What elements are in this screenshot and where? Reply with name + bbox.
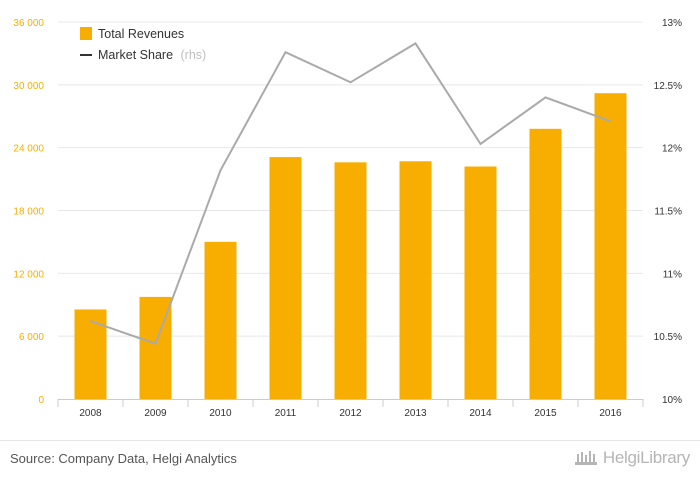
market-share-point-2015 — [544, 96, 547, 99]
market-share-point-2009 — [154, 342, 157, 345]
x-tick-label-2014: 2014 — [469, 408, 492, 419]
logo-text-library: Library — [640, 448, 690, 467]
left-tick-label-4: 24 000 — [13, 144, 44, 155]
bar-2013[interactable] — [399, 161, 432, 399]
legend-label-market-share-name: Market Share — [98, 48, 173, 62]
right-tick-label-1: 10.5% — [654, 332, 682, 343]
x-tick-label-2011: 2011 — [275, 408, 297, 419]
x-tick-label-2012: 2012 — [339, 408, 362, 419]
bar-2011[interactable] — [269, 157, 302, 399]
bar-2012[interactable] — [334, 162, 367, 399]
market-share-point-2012 — [349, 81, 352, 84]
left-tick-label-3: 18 000 — [13, 207, 44, 218]
legend-label-total-revenues[interactable]: Total Revenues — [98, 27, 184, 41]
logo-text-helgi: Helgi — [602, 448, 641, 467]
market-share-point-2013 — [414, 42, 417, 45]
x-tick-label-2013: 2013 — [404, 408, 427, 419]
bar-2015[interactable] — [529, 128, 562, 400]
left-tick-label-5: 30 000 — [13, 81, 44, 92]
left-tick-label-0: 0 — [38, 395, 44, 406]
left-tick-label-6: 36 000 — [13, 18, 44, 29]
helgi-library-logo-icon — [574, 451, 597, 465]
x-tick-label-2009: 2009 — [144, 408, 167, 419]
helgi-library-logo[interactable]: HelgiLibrary — [573, 448, 690, 468]
right-tick-label-3: 11.5% — [654, 207, 682, 218]
left-tick-label-1: 6 000 — [19, 332, 44, 343]
right-tick-label-2: 11% — [663, 269, 682, 280]
legend: Total Revenues Market Share (rhs) — [80, 27, 206, 62]
right-tick-label-5: 12.5% — [654, 81, 682, 92]
bar-2008[interactable] — [74, 309, 107, 399]
bar-series — [74, 93, 627, 400]
line-series — [89, 42, 612, 345]
bar-2016[interactable] — [594, 93, 627, 399]
right-tick-label-0: 10% — [662, 395, 682, 406]
left-tick-label-2: 12 000 — [13, 269, 44, 280]
bar-2010[interactable] — [204, 241, 237, 399]
market-share-point-2014 — [479, 143, 482, 145]
chart: 0 6 000 12 000 18 000 24 000 30 000 36 000 10%… — [13, 18, 682, 419]
right-tick-label-4: 12% — [662, 144, 682, 155]
right-axis: 10% 10.5% 11% 11.5% 12% 12.5% 13% — [654, 18, 682, 406]
x-tick-label-2015: 2015 — [534, 408, 557, 419]
logo-text: HelgiLibrary — [603, 448, 690, 468]
market-share-point-2010 — [219, 169, 222, 172]
x-tick-label-2008: 2008 — [79, 408, 102, 419]
left-axis: 0 6 000 12 000 18 000 24 000 30 000 36 000 — [13, 18, 44, 406]
market-share-point-2011 — [284, 51, 287, 53]
legend-swatch-total-revenues — [80, 27, 92, 40]
right-tick-label-6: 13% — [662, 18, 682, 29]
bar-2014[interactable] — [464, 166, 497, 399]
market-share-point-2016 — [609, 120, 612, 123]
x-tick-label-2010: 2010 — [209, 408, 232, 419]
source-note: Source: Company Data, Helgi Analytics — [10, 451, 237, 466]
x-tick-label-2016: 2016 — [599, 408, 622, 419]
x-axis: 2008 2009 2010 2011 2012 2013 2014 2015 2016 — [57, 399, 644, 419]
legend-label-market-share-suffix: (rhs) — [181, 48, 207, 62]
market-share-point-2008 — [89, 320, 92, 322]
legend-label-market-share[interactable]: Market Share (rhs) — [98, 48, 206, 62]
footer-divider — [0, 440, 700, 441]
